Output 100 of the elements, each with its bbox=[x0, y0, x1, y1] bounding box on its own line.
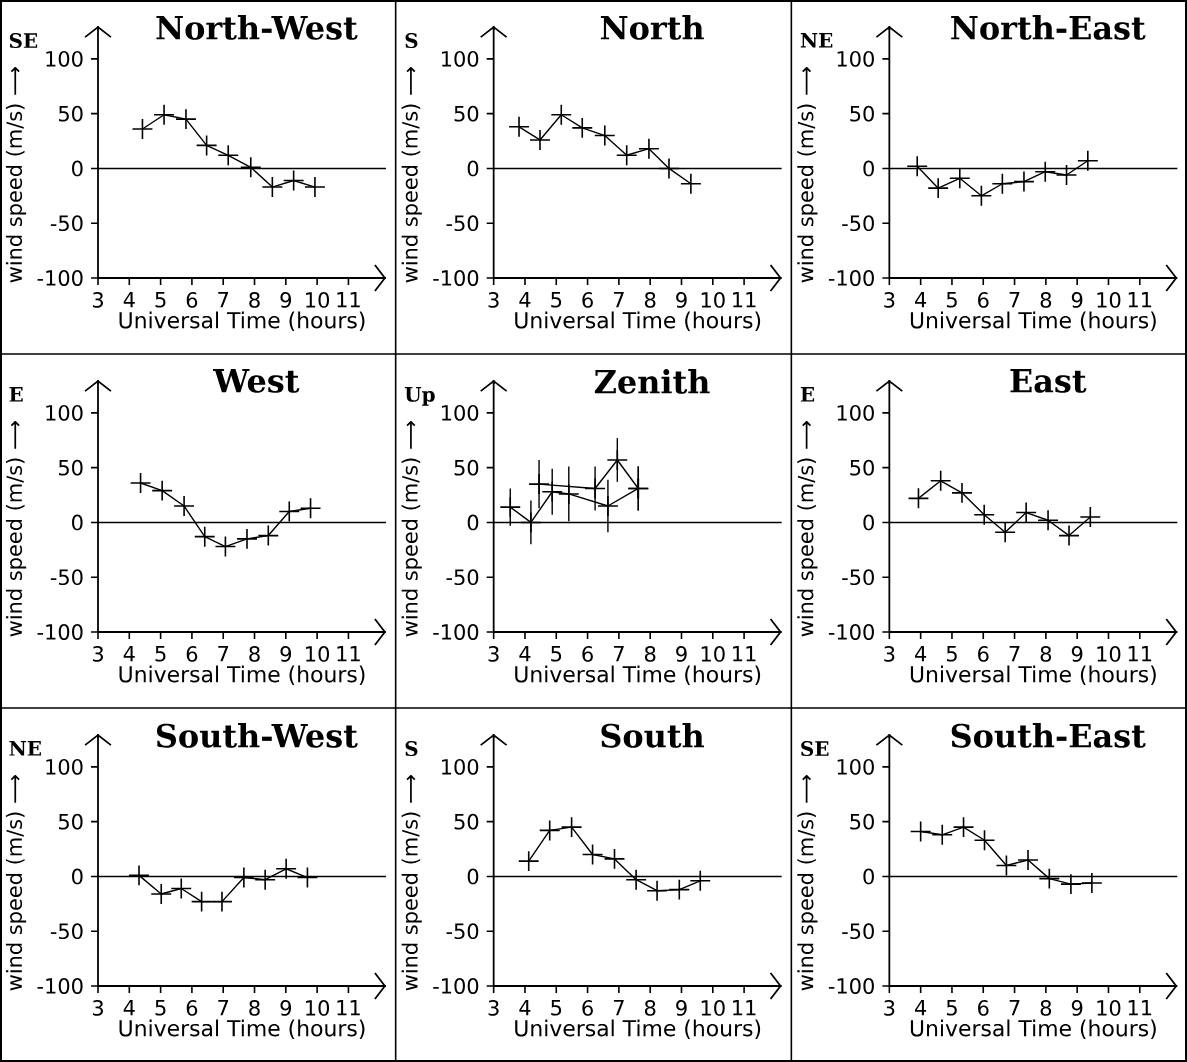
chart-title: North bbox=[600, 15, 704, 40]
x-tick-label: 6 bbox=[582, 1000, 593, 1016]
x-axis-title: Universal Time (hours) bbox=[515, 665, 761, 686]
x-axis-title: Universal Time (hours) bbox=[515, 1019, 761, 1040]
x-tick-label: 4 bbox=[519, 646, 531, 662]
x-tick-label: 8 bbox=[1040, 646, 1052, 662]
x-tick-label: 10 bbox=[701, 292, 725, 308]
y-tick-label: 50 bbox=[58, 459, 83, 476]
text: E bbox=[9, 387, 23, 402]
x-tick-label: 6 bbox=[186, 292, 198, 308]
y-axis-title: wind speed (m/s) ⟶ bbox=[401, 67, 422, 283]
x-tick-label: 6 bbox=[978, 646, 989, 662]
x-axis-title: Universal Time (hours) bbox=[119, 665, 365, 686]
x-axis-title: Universal Time (hours) bbox=[910, 665, 1156, 686]
text: E bbox=[800, 387, 815, 402]
y-tick-label: 0 bbox=[72, 160, 83, 177]
y-tick-label: 0 bbox=[863, 160, 874, 177]
x-tick-label: 7 bbox=[218, 1000, 229, 1016]
x-tick-label: 3 bbox=[92, 292, 103, 308]
x-tick-label: 3 bbox=[92, 646, 103, 662]
x-tick-label: 9 bbox=[676, 646, 687, 662]
y-tick-label: 50 bbox=[454, 813, 479, 830]
y-axis-title: wind speed (m/s) ⟶ bbox=[5, 421, 27, 637]
x-tick-label: 10 bbox=[306, 1000, 330, 1016]
x-tick-label: 5 bbox=[155, 1000, 166, 1016]
x-tick-label: 4 bbox=[123, 646, 135, 662]
text: NE bbox=[800, 33, 833, 48]
x-tick-label: 8 bbox=[1040, 292, 1052, 308]
x-tick-label: 8 bbox=[249, 646, 260, 662]
x-tick-label: 11 bbox=[1128, 292, 1152, 308]
text: SE bbox=[801, 741, 829, 757]
y-tick-label: -100 bbox=[828, 270, 874, 286]
y-tick-label: -100 bbox=[37, 270, 83, 286]
x-tick-label: 9 bbox=[1071, 646, 1083, 662]
x-tick-label: 6 bbox=[186, 646, 198, 662]
x-tick-label: 7 bbox=[218, 292, 229, 308]
x-tick-label: 9 bbox=[280, 1000, 292, 1016]
y-tick-label: 100 bbox=[837, 50, 874, 67]
y-tick-label: -100 bbox=[828, 978, 874, 994]
y-tick-label: -50 bbox=[842, 215, 874, 232]
y-tick-label: 100 bbox=[442, 404, 479, 421]
x-tick-label: 11 bbox=[733, 292, 756, 308]
y-tick-label: -50 bbox=[842, 923, 874, 940]
text: SE bbox=[9, 33, 38, 49]
x-axis-title: Universal Time (hours) bbox=[910, 311, 1156, 332]
x-tick-label: 9 bbox=[1071, 292, 1083, 308]
y-tick-label: -50 bbox=[842, 569, 874, 586]
x-tick-label: 3 bbox=[884, 646, 895, 662]
x-tick-label: 10 bbox=[1097, 646, 1121, 662]
y-tick-label: 100 bbox=[442, 758, 479, 775]
y-tick-label: -50 bbox=[50, 569, 83, 586]
x-tick-label: 5 bbox=[946, 1000, 957, 1016]
y-tick-label: 0 bbox=[467, 514, 479, 531]
x-tick-label: 11 bbox=[337, 1000, 360, 1016]
x-tick-label: 7 bbox=[1009, 292, 1020, 308]
x-tick-label: 10 bbox=[1097, 1000, 1121, 1016]
x-tick-label: 7 bbox=[1009, 1000, 1020, 1016]
x-tick-label: 8 bbox=[644, 646, 656, 662]
x-tick-label: 11 bbox=[1128, 646, 1152, 662]
y-tick-label: 50 bbox=[850, 459, 874, 476]
y-axis-title: wind speed (m/s) ⟶ bbox=[797, 67, 818, 283]
x-tick-label: 8 bbox=[1040, 1000, 1052, 1016]
text: S bbox=[405, 741, 418, 757]
chart-title: North-West bbox=[156, 15, 358, 40]
y-tick-label: 0 bbox=[72, 514, 83, 531]
x-tick-label: 5 bbox=[155, 646, 166, 662]
y-tick-label: -50 bbox=[446, 569, 479, 586]
x-tick-label: 4 bbox=[123, 292, 135, 308]
y-tick-label: -100 bbox=[433, 624, 479, 640]
x-tick-label: 3 bbox=[884, 1000, 895, 1016]
x-tick-label: 3 bbox=[884, 292, 895, 308]
x-tick-label: 8 bbox=[249, 292, 260, 308]
y-tick-label: 50 bbox=[850, 105, 874, 122]
x-tick-label: 7 bbox=[613, 646, 624, 662]
y-tick-label: 50 bbox=[850, 813, 874, 830]
text: Up bbox=[404, 387, 435, 406]
x-tick-label: 4 bbox=[519, 292, 531, 308]
x-tick-label: 4 bbox=[123, 1000, 135, 1016]
y-tick-label: -100 bbox=[433, 270, 479, 286]
y-axis-title: wind speed (m/s) ⟶ bbox=[5, 775, 27, 991]
x-tick-label: 4 bbox=[519, 1000, 531, 1016]
y-tick-label: 100 bbox=[46, 50, 83, 67]
y-axis-title: wind speed (m/s) ⟶ bbox=[5, 67, 27, 283]
x-tick-label: 9 bbox=[1071, 1000, 1083, 1016]
x-tick-label: 10 bbox=[701, 1000, 725, 1016]
x-tick-label: 11 bbox=[733, 646, 756, 662]
y-tick-label: -100 bbox=[37, 624, 83, 640]
x-axis-title: Universal Time (hours) bbox=[515, 311, 761, 332]
text: S bbox=[405, 33, 418, 49]
x-tick-label: 11 bbox=[733, 1000, 756, 1016]
y-axis-title: wind speed (m/s) ⟶ bbox=[401, 421, 422, 637]
y-tick-label: 0 bbox=[72, 868, 83, 885]
chart-title: East bbox=[1010, 369, 1087, 393]
y-axis-title: wind speed (m/s) ⟶ bbox=[797, 775, 818, 991]
x-tick-label: 8 bbox=[249, 1000, 260, 1016]
x-tick-label: 5 bbox=[946, 646, 957, 662]
x-tick-label: 5 bbox=[551, 292, 562, 308]
x-tick-label: 11 bbox=[337, 646, 360, 662]
y-tick-label: -100 bbox=[828, 624, 874, 640]
x-tick-label: 10 bbox=[1097, 292, 1121, 308]
